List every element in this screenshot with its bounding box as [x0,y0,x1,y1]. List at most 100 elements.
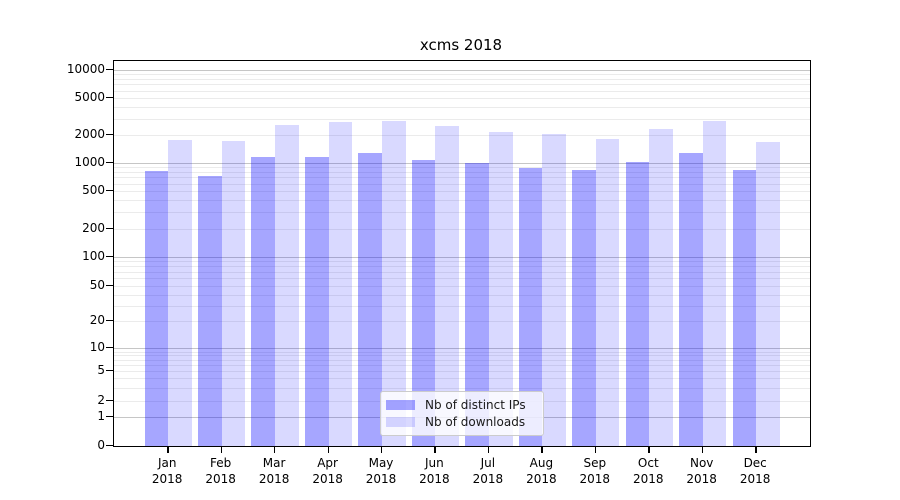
y-tick-mark [106,320,113,322]
gridline-minor [114,266,810,268]
legend-label-distinct-ips: Nb of distinct IPs [425,398,526,412]
x-tick-mark [327,446,329,454]
bar-distinct-ips-jun [411,159,436,446]
legend-swatch-distinct-ips [386,400,415,410]
y-tick-mark [106,400,113,402]
x-tick-mark [274,446,276,454]
gridline-minor [114,118,810,120]
y-tick-mark [106,69,113,71]
gridline-minor [114,90,810,92]
bar-distinct-ips-may [358,153,382,446]
gridline-minor [114,74,810,76]
legend: Nb of distinct IPs Nb of downloads [380,391,544,436]
gridline-minor [114,371,810,372]
x-tick-label-jun: Jun 2018 [419,456,450,486]
x-tick-label-dec: Dec 2018 [739,456,771,486]
bar-distinct-ips-sep [572,169,596,446]
y-tick-mark [106,285,113,287]
gridline-minor [114,183,810,185]
y-tick-label: 1000 [74,155,105,169]
y-tick-mark [106,445,113,447]
gridline-minor [114,167,810,169]
y-tick-label: 5 [97,363,105,377]
gridline-minor [114,84,810,86]
bar-distinct-ips-apr [304,156,329,446]
plot-area [113,60,811,447]
y-tick-mark [106,162,113,164]
y-tick-mark [106,256,113,258]
gridline-minor [114,172,810,173]
bar-distinct-ips-jan [144,170,169,446]
bar-downloads-jan [168,140,192,446]
gridline-minor [114,135,810,136]
bar-downloads-mar [275,125,299,446]
gridline-minor [114,378,810,380]
x-tick-label-nov: Nov 2018 [686,456,717,486]
bar-distinct-ips-mar [251,157,276,446]
legend-label-downloads: Nb of downloads [425,415,526,429]
legend-item-downloads: Nb of downloads [386,414,535,430]
y-tick-mark [106,370,113,372]
y-tick-label: 2 [97,393,105,407]
gridline-major [114,163,810,164]
x-tick-mark [755,446,757,454]
y-tick-label: 0 [97,438,105,452]
y-tick-mark [106,190,113,192]
gridline-minor [114,359,810,361]
x-tick-mark [381,446,383,454]
gridline-minor [114,177,810,179]
gridline-minor [114,271,810,273]
x-tick-mark [594,446,597,454]
bar-downloads-aug [542,134,567,446]
bar-distinct-ips-jul [465,163,489,446]
gridline-minor [114,278,810,280]
x-tick-label-oct: Oct 2018 [633,456,664,486]
gridline-minor [114,200,810,202]
gridline-major [114,70,810,71]
gridline-minor [114,305,810,307]
y-tick-mark [106,228,113,230]
x-tick-mark [220,446,222,454]
bar-downloads-jul [488,132,513,446]
x-tick-label-apr: Apr 2018 [312,456,343,486]
x-tick-mark [167,446,169,454]
x-tick-mark [434,446,436,454]
gridline-minor [114,355,810,357]
y-tick-mark [106,97,113,99]
x-tick-label-jul: Jul 2018 [472,456,504,486]
gridline-minor [114,79,810,80]
bar-distinct-ips-feb [198,176,222,446]
bar-distinct-ips-dec [732,169,757,446]
bar-downloads-dec [756,141,780,446]
bar-distinct-ips-nov [679,152,703,446]
gridline-major [114,348,810,349]
y-tick-label: 10 [89,340,105,354]
x-tick-mark [648,446,650,454]
gridline-minor [114,294,810,296]
x-tick-label-mar: Mar 2018 [258,456,290,486]
bar-downloads-nov [702,120,727,446]
x-tick-label-aug: Aug 2018 [526,456,557,486]
x-tick-label-may: May 2018 [365,456,397,486]
gridline-minor [114,286,810,287]
y-tick-label: 5000 [74,90,105,104]
x-tick-mark [701,446,704,454]
x-tick-mark [487,446,490,454]
gridline-minor [114,387,810,389]
bar-downloads-may [382,121,406,446]
x-tick-label-jan: Jan 2018 [151,456,183,486]
y-tick-mark [106,134,113,136]
gridline-minor [114,261,810,263]
y-tick-label: 1 [97,409,105,423]
y-tick-mark [106,416,113,418]
y-tick-label: 100 [82,249,105,263]
gridline-minor [114,107,810,108]
gridline-major [114,257,810,258]
y-tick-mark [106,347,113,349]
gridline-minor [114,191,810,192]
x-tick-mark [541,446,543,454]
gridline-minor [114,351,810,353]
y-tick-label: 2000 [74,127,105,141]
chart-title: xcms 2018 [419,36,503,54]
